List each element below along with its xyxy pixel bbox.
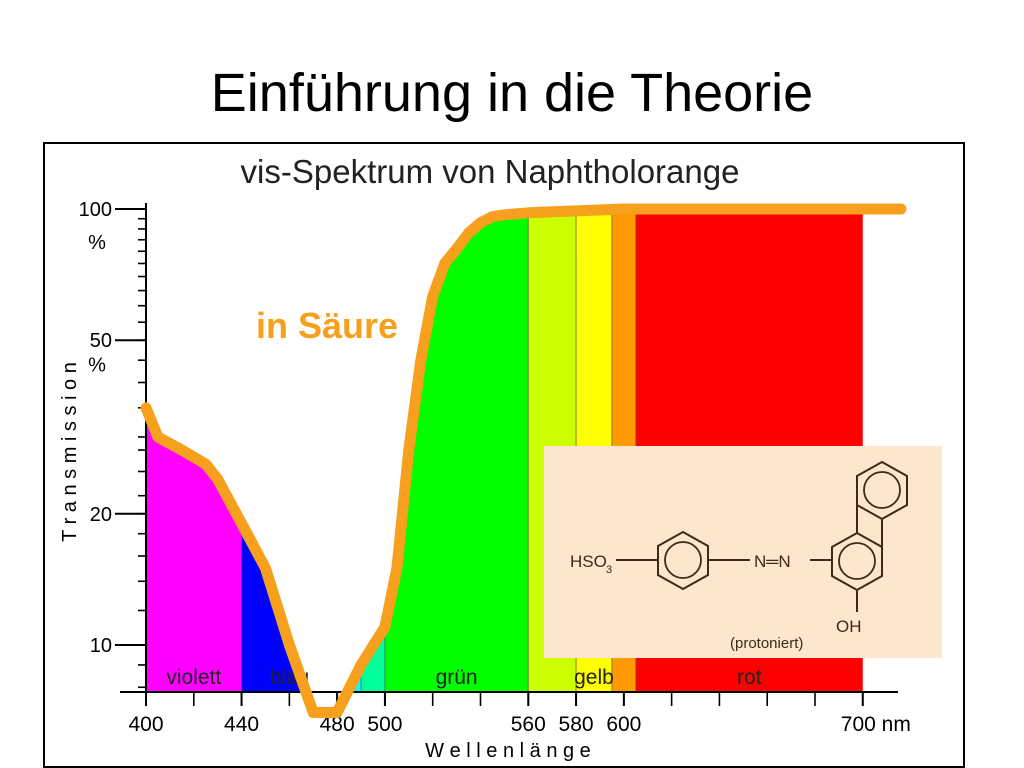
inset-caption: (protoniert) — [730, 635, 803, 652]
x-tick-label: 500 — [367, 713, 402, 736]
x-tick-label: 560 — [511, 713, 546, 736]
y-unit-label: % — [88, 354, 106, 376]
naphthalene-upper-inner — [863, 471, 901, 509]
hso3-label: HSO — [570, 552, 607, 571]
band-label-violett: violett — [166, 666, 221, 689]
x-tick-label: 440 — [224, 713, 259, 736]
band-label-gelb: gelb — [574, 666, 614, 689]
y-tick-label: 50 — [90, 330, 112, 352]
y-axis-label: T r a n s m i s s i o n — [59, 362, 81, 542]
series-line-in-saeure — [140, 203, 907, 718]
azo-label: N═N — [754, 552, 791, 571]
y-unit-label: % — [88, 232, 106, 254]
oh-label: OH — [836, 617, 862, 636]
series-group — [140, 203, 907, 718]
x-tick-label: 700 nm — [841, 713, 911, 736]
x-tick-label: 580 — [559, 713, 594, 736]
benzene-ring-inner — [664, 541, 702, 579]
band-label-rot: rot — [737, 666, 762, 689]
annotation-in-saeure: in Säure — [256, 305, 398, 346]
x-tick-label: 600 — [606, 713, 641, 736]
naphthalene-lower-inner — [838, 542, 876, 580]
structure-inset: HSO 3 N═N OH (protoniert) — [544, 446, 942, 658]
chart-title: vis-Spektrum von Naphtholorange — [241, 153, 740, 190]
hso3-subscript: 3 — [606, 564, 612, 576]
x-tick-label: 480 — [320, 713, 355, 736]
x-tick-label: 400 — [128, 713, 163, 736]
benzene-ring — [657, 530, 709, 591]
slide-title: Einführung in die Theorie — [210, 63, 814, 123]
inset-background — [544, 446, 942, 658]
axis-ticks: 10 20 50 100%% 400 440 480 500 560 580 600 700 nm — [79, 199, 911, 736]
y-tick-label: 10 — [90, 635, 112, 657]
x-axis-label: W e l l e n l ä n g e — [425, 740, 591, 762]
band-label-grün: grün — [436, 666, 478, 689]
y-tick-label: 20 — [90, 504, 112, 526]
y-tick-label: 100 — [79, 199, 112, 221]
